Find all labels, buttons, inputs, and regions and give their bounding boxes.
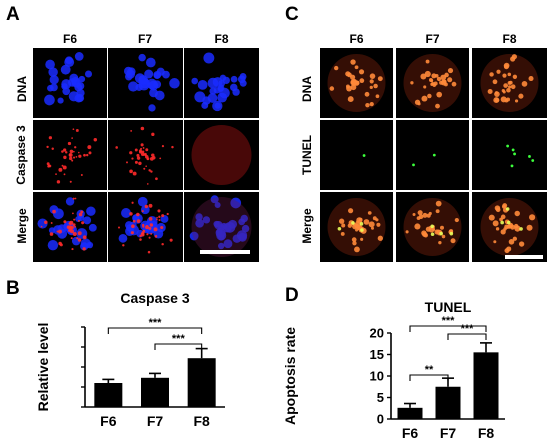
tunel-xtick-f6: F6 (402, 425, 419, 441)
caspase3-bar-f6 (94, 383, 123, 407)
tunel-xtick-f7: F7 (440, 425, 457, 441)
micrograph-a-dna-f6 (33, 48, 107, 118)
caspase3-bar-f8 (187, 358, 216, 407)
panel-a-row-merge: Merge (15, 208, 29, 244)
tunel-ytick-label: 5 (377, 390, 384, 405)
tunel-bar-f6 (397, 407, 423, 419)
caspase3-xtick-f8: F8 (193, 413, 210, 429)
panel-d-letter: D (285, 285, 299, 306)
micrograph-c-dna-f6 (320, 48, 393, 118)
micrograph-c-tunel-f8 (472, 120, 547, 190)
panel-c-row-dna: DNA (300, 76, 314, 102)
tunel-ylabel: Apoptosis rate (282, 327, 298, 425)
tunel-sig-bracket (409, 325, 487, 332)
micrograph-a-caspase-f6 (33, 120, 107, 190)
tunel-ytick-label: 20 (370, 326, 384, 341)
tunel-sig-label: *** (442, 315, 456, 327)
panel-a-col-f8: F8 (214, 32, 229, 46)
micrograph-c-dna-f7 (396, 48, 469, 118)
tunel-sig-label: *** (461, 323, 475, 335)
panel-a-row-caspase3: Caspase 3 (14, 125, 28, 185)
panel-a-row-dna: DNA (15, 76, 29, 102)
panel-c-row-tunel: TUNEL (300, 135, 314, 175)
panel-c-col-f6: F6 (349, 32, 364, 46)
panel-c-letter: C (285, 4, 299, 25)
micrograph-a-dna-f8 (184, 48, 259, 118)
tunel-ytick-label: 0 (377, 412, 384, 427)
caspase3-sig-bracket (107, 327, 203, 334)
tunel-ytick-label: 15 (370, 347, 384, 362)
tunel-bar-f7 (435, 386, 461, 419)
caspase3-sig-label: *** (149, 317, 163, 329)
caspase3-title: Caspase 3 (120, 290, 189, 306)
micrograph-c-tunel-f6 (320, 120, 393, 190)
caspase3-sig-bracket (154, 343, 203, 350)
scale-bar-c (505, 255, 543, 259)
micrograph-a-dna-f7 (108, 48, 183, 118)
tunel-sig-label: ** (425, 364, 434, 376)
panel-c-col-f8: F8 (502, 32, 517, 46)
caspase3-xtick-f6: F6 (100, 413, 117, 429)
micrograph-a-merge-f7 (108, 192, 183, 262)
micrograph-a-caspase-f7 (108, 120, 183, 190)
caspase3-xtick-f7: F7 (147, 413, 164, 429)
tunel-ytick-label: 10 (370, 369, 384, 384)
panel-a-letter: A (6, 4, 20, 25)
caspase3-sig-label: *** (172, 333, 186, 345)
tunel-bar-f8 (473, 352, 499, 419)
tunel-sig-bracket (447, 333, 487, 340)
tunel-xtick-f8: F8 (478, 425, 495, 441)
micrograph-c-dna-f8 (472, 48, 547, 118)
micrograph-c-tunel-f7 (396, 120, 469, 190)
micrograph-c-merge-f7 (396, 192, 469, 262)
panel-a-col-f6: F6 (62, 32, 77, 46)
tunel-sig-bracket (409, 374, 449, 381)
micrograph-a-caspase-f8 (184, 120, 259, 190)
panel-c-row-merge: Merge (300, 208, 314, 244)
tunel-title: TUNEL (425, 299, 472, 315)
micrograph-a-merge-f6 (33, 192, 107, 262)
micrograph-c-merge-f6 (320, 192, 393, 262)
micrograph-c-merge-f8 (472, 192, 547, 262)
caspase3-ylabel: Relative level (35, 323, 51, 412)
scale-bar-a (200, 250, 250, 254)
micrograph-a-merge-f8 (184, 192, 259, 262)
chart-caspase3: Caspase 3 Relative level F6 F7 F8 *** *** (35, 290, 225, 429)
panel-a-col-f7: F7 (137, 32, 152, 46)
panel-c-col-f7: F7 (425, 32, 440, 46)
caspase3-bar-f7 (141, 377, 169, 407)
panel-b-letter: B (6, 278, 20, 299)
